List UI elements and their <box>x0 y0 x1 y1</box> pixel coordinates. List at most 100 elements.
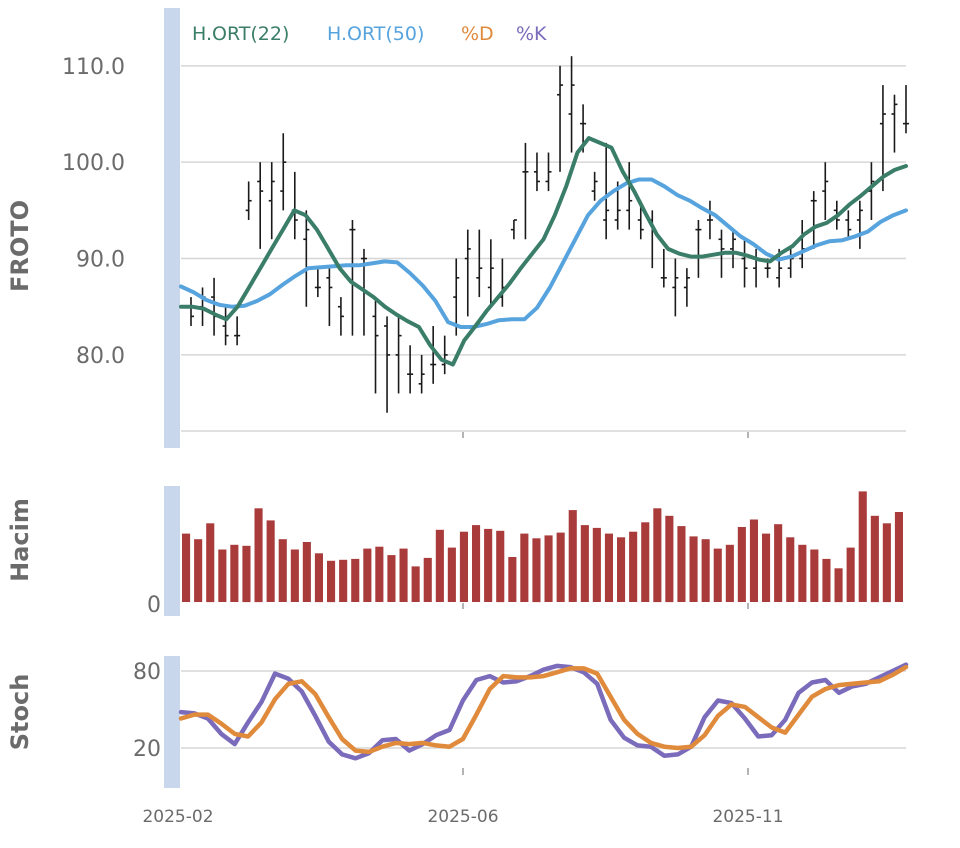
ohlc-bar <box>879 85 886 192</box>
stochastic-y-tick-label: 20 <box>133 737 161 762</box>
ohlc-bar <box>222 306 229 346</box>
volume-bar <box>737 527 746 602</box>
volume-bar <box>399 548 408 602</box>
volume-bar <box>580 525 589 602</box>
ohlc-bar <box>291 171 298 240</box>
volume-bar <box>834 568 843 603</box>
series-line-pct-k <box>178 662 909 761</box>
ohlc-bar <box>499 258 506 307</box>
ohlc-bar <box>799 220 806 269</box>
volume-bar <box>653 508 662 603</box>
ohlc-bar <box>660 248 667 288</box>
ohlc-bar <box>510 219 517 240</box>
price-panel: 80.0 90.0 100.0 110.0 FROTO H.ORT(22) H.ORT… <box>6 8 909 448</box>
ohlc-bar <box>753 248 760 288</box>
ohlc-bar <box>395 316 402 394</box>
stochastic-panel-axis-band <box>164 656 180 788</box>
ohlc-bar <box>441 335 448 375</box>
ohlc-bar <box>384 316 391 413</box>
ohlc-bar <box>741 239 748 288</box>
volume-bar <box>508 557 517 602</box>
price-y-tick-label: 80.0 <box>76 344 125 369</box>
volume-bar <box>846 547 855 602</box>
x-tick-label-2025-11: 2025-11 <box>712 807 783 827</box>
volume-bar <box>447 547 456 602</box>
ohlc-bar <box>476 229 483 298</box>
volume-bar <box>230 544 239 602</box>
volume-bar <box>411 566 420 602</box>
volume-bar <box>532 538 541 603</box>
ohlc-bar <box>268 162 275 240</box>
volume-bar <box>254 508 263 603</box>
volume-bar <box>665 515 674 603</box>
ohlc-bar <box>487 239 494 307</box>
ohlc-bar <box>257 162 264 249</box>
volume-bar <box>314 553 323 603</box>
volume-y-axis-label: Hacim <box>6 498 34 582</box>
ohlc-bar <box>188 297 194 326</box>
legend-entry-pct-k: %K <box>516 23 547 45</box>
volume-bar <box>194 539 203 602</box>
price-y-tick-label: 110.0 <box>62 55 125 80</box>
price-panel-axis-band <box>164 8 180 448</box>
ohlc-bar <box>234 316 241 346</box>
ohlc-bar <box>522 142 529 240</box>
volume-bar <box>556 532 565 602</box>
volume-bar <box>206 523 215 603</box>
volume-bar <box>363 548 372 602</box>
ohlc-bar <box>349 220 356 336</box>
ohlc-bar <box>326 268 333 326</box>
ohlc-bar <box>810 191 817 249</box>
volume-bars <box>182 491 903 603</box>
moving-average-lines <box>179 136 908 367</box>
volume-bar <box>459 531 468 602</box>
volume-bar <box>423 557 432 602</box>
volume-bar <box>592 527 601 602</box>
volume-bar <box>882 523 891 603</box>
ohlc-bar <box>591 171 598 201</box>
legend: H.ORT(22) H.ORT(50) %D %K <box>192 23 547 45</box>
volume-bar <box>641 522 650 602</box>
ohlc-bar <box>211 277 218 336</box>
volume-bar <box>290 549 299 602</box>
x-axis-tick-labels: 2025-02 2025-06 2025-11 <box>142 807 783 827</box>
series-line-hort50 <box>179 177 908 329</box>
ohlc-bar <box>545 152 552 192</box>
price-gridlines <box>181 65 906 432</box>
volume-bar <box>822 558 831 602</box>
volume-bar <box>894 512 903 602</box>
x-axis-ticks <box>462 432 749 775</box>
ohlc-bar <box>464 229 471 317</box>
volume-bar <box>629 531 638 602</box>
price-y-axis-label: FROTO <box>6 200 34 292</box>
ohlc-bar <box>418 354 425 394</box>
volume-bar <box>713 548 722 602</box>
volume-bar <box>568 510 577 602</box>
price-y-tick-label: 90.0 <box>76 248 125 273</box>
volume-bar <box>798 544 807 602</box>
legend-entry-hort50: H.ORT(50) <box>327 23 424 45</box>
ohlc-bar <box>695 220 702 278</box>
volume-bar <box>387 555 396 602</box>
volume-bar <box>774 524 783 602</box>
volume-bar <box>725 544 734 602</box>
stochastic-y-tick-label: 80 <box>133 660 161 685</box>
volume-bar <box>266 520 275 602</box>
volume-bar <box>870 515 879 603</box>
price-y-tick-labels: 80.0 90.0 100.0 110.0 <box>62 55 125 369</box>
ohlc-bar <box>430 326 437 384</box>
volume-bar <box>242 545 251 603</box>
ohlc-bar <box>280 133 287 211</box>
volume-zero-tick-label: 0 <box>147 593 161 618</box>
volume-bar <box>810 549 819 602</box>
ohlc-bar <box>672 258 679 317</box>
volume-bar <box>677 526 686 602</box>
volume-bar <box>689 536 698 602</box>
ohlc-bar <box>706 200 713 240</box>
volume-bar <box>858 491 867 602</box>
volume-bar <box>496 530 505 603</box>
ohlc-bar <box>626 162 633 230</box>
volume-bar <box>327 560 336 603</box>
